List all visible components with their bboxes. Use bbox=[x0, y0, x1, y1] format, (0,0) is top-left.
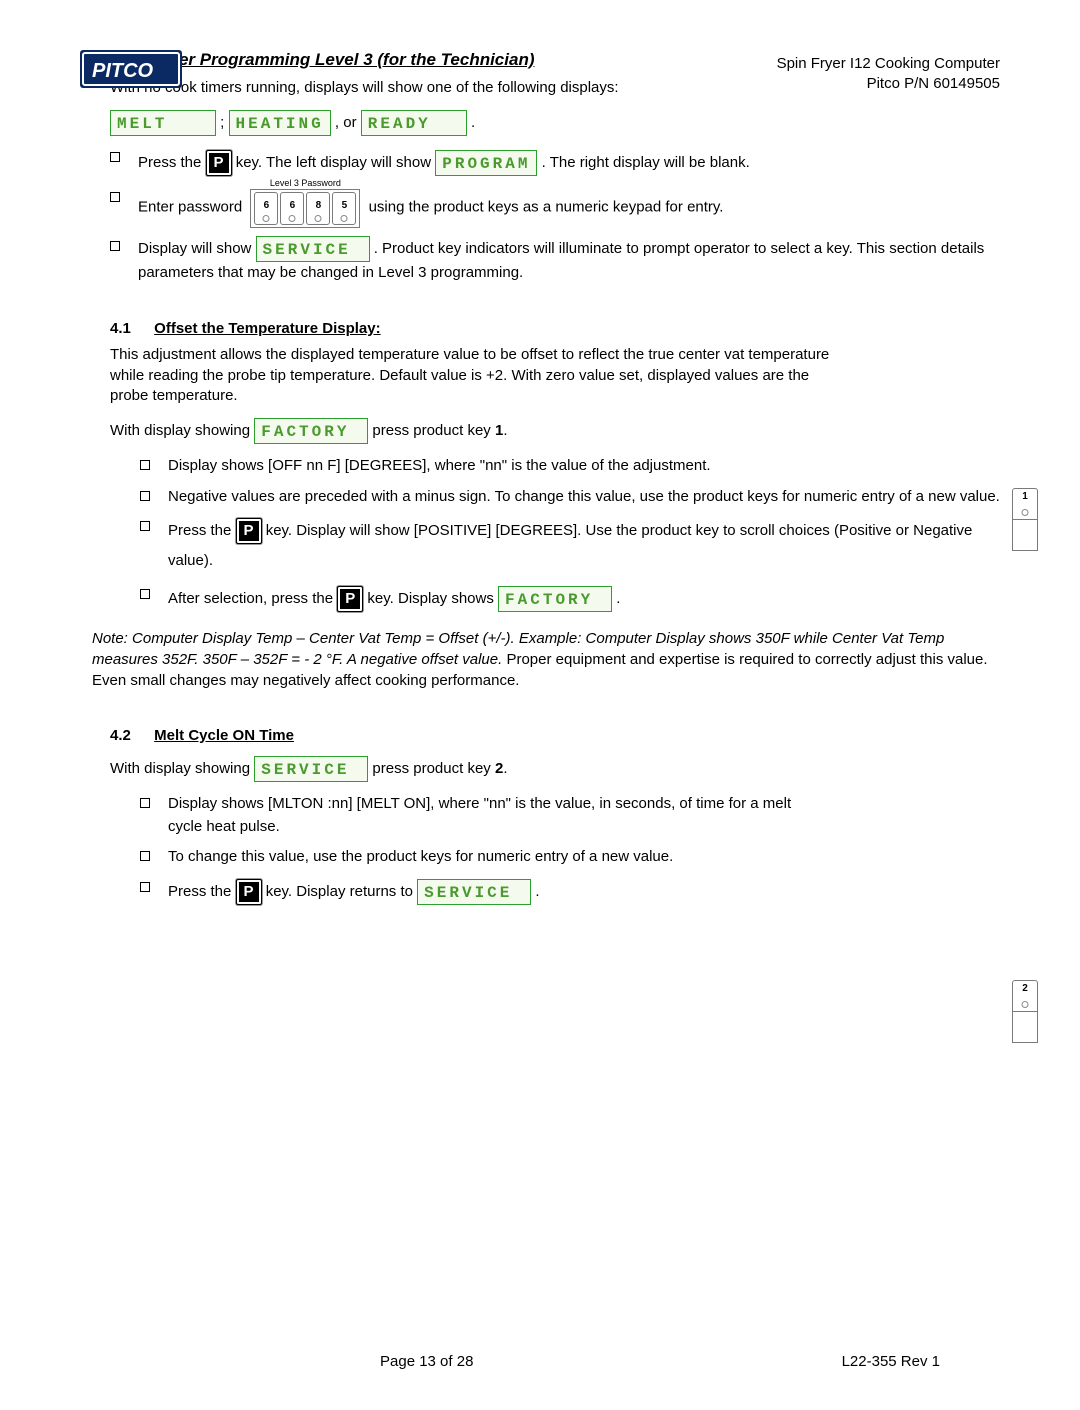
step-press-p: Press the P key. The left display will s… bbox=[110, 147, 1000, 179]
footer-page: Page 13 of 28 bbox=[380, 1353, 473, 1370]
product-name: Spin Fryer I12 Cooking Computer bbox=[777, 54, 1000, 74]
s41-steps: Display shows [OFF nn F] [DEGREES], wher… bbox=[140, 455, 1000, 614]
p-key-icon: P bbox=[337, 586, 363, 612]
lcd-service: SERVICE bbox=[417, 879, 531, 905]
keypad-digit: 5 bbox=[332, 192, 356, 225]
svg-text:PITCO: PITCO bbox=[92, 60, 154, 82]
main-steps: Press the P key. The left display will s… bbox=[110, 147, 1000, 284]
s41-step-1: Display shows [OFF nn F] [DEGREES], wher… bbox=[140, 455, 1000, 478]
p-key-icon: P bbox=[206, 150, 232, 176]
lcd-heating: HEATING bbox=[229, 110, 331, 136]
subsection-4-1-heading: 4.1 Offset the Temperature Display: bbox=[110, 320, 1000, 337]
s42-instruction: With display showing SERVICE press produ… bbox=[110, 752, 1000, 785]
lcd-service: SERVICE bbox=[254, 756, 368, 782]
s42-step-2: To change this value, use the product ke… bbox=[140, 846, 1000, 869]
s41-step-3: Press the P key. Display will show [POSI… bbox=[140, 516, 1000, 576]
keypad-label: Level 3 Password bbox=[250, 173, 360, 194]
lcd-factory: FACTORY bbox=[254, 418, 368, 444]
p-key-icon: P bbox=[236, 518, 262, 544]
s42-step-1: Display shows [MLTON :nn] [MELT ON], whe… bbox=[140, 793, 828, 838]
p-key-icon: P bbox=[236, 879, 262, 905]
page-footer: Page 13 of 28 L22-355 Rev 1 bbox=[80, 1353, 1000, 1370]
keypad-digit: 6 bbox=[254, 192, 278, 225]
lcd-factory: FACTORY bbox=[498, 586, 612, 612]
s41-note: Note: Computer Display Temp – Center Vat… bbox=[92, 628, 1000, 691]
s42-steps: Display shows [MLTON :nn] [MELT ON], whe… bbox=[140, 793, 1000, 907]
password-keypad: Level 3 Password 6 6 8 5 bbox=[250, 187, 360, 228]
subsection-4-2-heading: 4.2 Melt Cycle ON Time bbox=[110, 727, 1000, 744]
document-header: Spin Fryer I12 Cooking Computer Pitco P/… bbox=[777, 54, 1000, 95]
part-number: Pitco P/N 60149505 bbox=[777, 74, 1000, 94]
s41-paragraph: This adjustment allows the displayed tem… bbox=[110, 345, 850, 406]
s41-step-2: Negative values are preceded with a minu… bbox=[140, 486, 1000, 509]
page: PITCO Spin Fryer I12 Cooking Computer Pi… bbox=[80, 50, 1000, 1370]
lcd-melt: MELT bbox=[110, 110, 216, 136]
s42-step-3: Press the P key. Display returns to SERV… bbox=[140, 877, 1000, 907]
lcd-program: PROGRAM bbox=[435, 150, 537, 176]
lcd-ready: READY bbox=[361, 110, 467, 136]
side-key-2: 2 bbox=[1012, 980, 1038, 1043]
footer-rev: L22-355 Rev 1 bbox=[842, 1353, 940, 1370]
step-enter-password: Enter password Level 3 Password 6 6 8 5 … bbox=[110, 187, 1000, 228]
lcd-service: SERVICE bbox=[256, 236, 370, 262]
s41-step-4: After selection, press the P key. Displa… bbox=[140, 584, 1000, 614]
side-key-1: 1 bbox=[1012, 488, 1038, 551]
keypad-digit: 6 bbox=[280, 192, 304, 225]
pitco-logo: PITCO bbox=[80, 50, 182, 92]
keypad-digit: 8 bbox=[306, 192, 330, 225]
section-title: To Enter Programming Level 3 (for the Te… bbox=[127, 50, 535, 69]
s41-instruction: With display showing FACTORY press produ… bbox=[110, 414, 1000, 447]
display-states-line: MELT ; HEATING , or READY . bbox=[110, 106, 1000, 139]
step-display-service: Display will show SERVICE . Product key … bbox=[110, 236, 1000, 285]
